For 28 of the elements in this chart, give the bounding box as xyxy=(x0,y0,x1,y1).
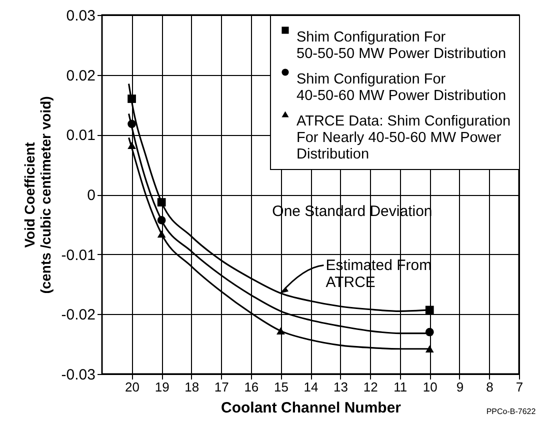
y-tick-label: -0.03 xyxy=(61,366,96,384)
text: PPCo-B-7622 xyxy=(486,407,536,416)
legend-label: ATRCE Data: Shim Configuration For Nearly 40-50-60 MW Power Distribution xyxy=(296,113,511,162)
x-tick-label: 13 xyxy=(334,380,348,394)
x-tick-label: 18 xyxy=(184,380,200,394)
x-tick-label: 11 xyxy=(394,380,408,394)
y-axis-title: Void Coefficient (cents /cubic centimeter void) xyxy=(21,96,54,294)
y-tick-label: 0.02 xyxy=(66,67,96,84)
x-tick-label: 7 xyxy=(516,380,524,394)
x-tick-label: 17 xyxy=(214,380,229,394)
x-tick-label: 9 xyxy=(456,380,464,394)
x-axis-title: Coolant Channel Number xyxy=(220,400,402,416)
y-tick-label: 0.03 xyxy=(66,8,96,24)
x-tick-label: 19 xyxy=(154,380,170,394)
x-tick-label: 12 xyxy=(363,380,378,394)
x-tick-label: 8 xyxy=(486,380,494,394)
y-tick-label: 0 xyxy=(87,187,96,204)
y-tick-label: -0.01 xyxy=(61,246,96,264)
x-tick-label: 16 xyxy=(244,380,259,394)
legend-label: Shim Configuration For 50-50-50 MW Power Distribution xyxy=(296,29,506,62)
legend-label: Shim Configuration For 40-50-60 MW Power Distribution xyxy=(296,71,506,104)
y-tick-label: 0.01 xyxy=(66,127,96,144)
x-tick-label: 14 xyxy=(304,380,318,394)
x-tick-label: 15 xyxy=(274,380,288,394)
x-tick-label: 20 xyxy=(125,380,140,394)
point xyxy=(425,345,434,352)
x-tick-label: 10 xyxy=(422,380,438,394)
y-tick-label: -0.02 xyxy=(61,306,96,324)
